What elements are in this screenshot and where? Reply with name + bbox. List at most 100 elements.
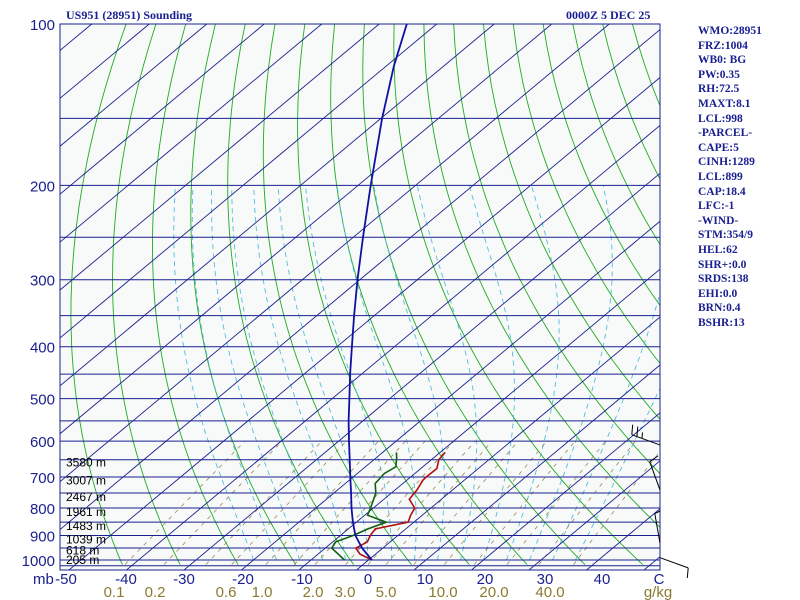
isotherm: [240, 220, 660, 570]
wind-barb: [659, 557, 689, 578]
isotherm: [60, 24, 265, 195]
stat-lfc: LFC:-1: [698, 200, 735, 213]
dry-adiabat: [453, 24, 660, 475]
stat-cap: CAP:18.4: [698, 185, 746, 198]
stat-parcel-lcl: LCL:899: [698, 170, 743, 183]
isotherm: [470, 412, 660, 570]
pressure-tick-label: 1000: [22, 553, 55, 570]
pressure-unit-label: mb: [33, 571, 54, 588]
mixing-ratio-line: [124, 440, 246, 565]
sounding-indices: WMO:28951 FRZ:1004 WB0: BG PW:0.35 RH:72…: [698, 24, 762, 330]
stat-parcel-heading: -PARCEL-: [698, 127, 753, 140]
wind-barb: [654, 510, 661, 544]
dry-adiabat: [112, 24, 181, 565]
pressure-tick-label: 900: [30, 528, 55, 545]
stat-wmo: WMO:28951: [698, 25, 762, 37]
isotherm: [60, 24, 207, 147]
mixing-ratio-label: 3.0: [335, 584, 356, 600]
temperature-tick-label: -30: [173, 571, 195, 588]
temperature-trace: [354, 451, 446, 561]
stat-lcl: LCL:998: [698, 112, 743, 125]
pressure-tick-label: 100: [30, 17, 55, 34]
isotherm: [413, 364, 660, 570]
mixing-ratio-line: [163, 440, 283, 565]
dry-adiabat: [297, 24, 470, 565]
pressure-tick-label: 400: [30, 340, 55, 357]
stat-rh: RH:72.5: [698, 83, 740, 96]
plot-grid: [60, 24, 800, 570]
moist-adiabat: [575, 387, 660, 561]
stat-maxt: MAXT:8.1: [698, 97, 751, 110]
temperature-tick-label: -10: [291, 571, 313, 588]
mixing-ratio-label: 1.0: [252, 584, 273, 600]
isotherm: [60, 24, 322, 243]
mixing-ratio-label: 40.0: [535, 584, 564, 600]
isotherm: [60, 28, 660, 531]
station-title: US951 (28951) Sounding: [66, 8, 193, 22]
temperature-tick-label: 0: [364, 571, 372, 588]
isotherm: [528, 460, 660, 570]
dry-adiabat: [227, 24, 355, 565]
dry-adiabat: [781, 24, 800, 565]
sounding-traces: [330, 24, 446, 561]
temperature-tick-label: -50: [55, 571, 77, 588]
isotherm: [355, 316, 660, 570]
temperature-tick-label: -40: [115, 571, 137, 588]
isotherm: [298, 268, 660, 570]
temperature-tick-label: 20: [477, 571, 494, 588]
isotherm: [60, 24, 437, 339]
temperature-tick-label: 30: [537, 571, 554, 588]
isotherm: [60, 24, 552, 435]
pressure-tick-label: 800: [30, 501, 55, 518]
height-label: 3007 m: [66, 473, 106, 487]
stat-shr: SHR+:0.0: [698, 258, 747, 271]
stat-pw: PW:0.35: [698, 68, 740, 81]
plot-background: [60, 24, 660, 570]
stat-brn: BRN:0.4: [698, 302, 741, 315]
stat-cape: CAPE:5: [698, 141, 739, 154]
temperature-tick-label: C: [654, 571, 665, 588]
isotherm: [68, 76, 660, 570]
dry-adiabat: [330, 24, 528, 565]
dry-adiabat: [70, 24, 127, 565]
dry-adiabat: [152, 24, 239, 565]
pressure-tick-label: 600: [30, 434, 55, 451]
mixing-ratio-label: g/kg: [644, 584, 672, 600]
stat-srds: SRDS:138: [698, 273, 749, 286]
dry-adiabat: [423, 24, 660, 528]
height-label: 2467 m: [66, 490, 106, 504]
height-label: 1961 m: [66, 505, 106, 519]
wind-barb: [631, 424, 661, 446]
mixing-ratio-label: 2.0: [303, 584, 324, 600]
isotherm: [125, 124, 660, 570]
stat-wb0: WB0: BG: [698, 54, 747, 67]
mixing-ratio-label: 0.6: [216, 584, 237, 600]
stat-hel: HEL:62: [698, 243, 738, 256]
temperature-tick-label: 10: [417, 571, 434, 588]
height-label: 1039 m: [66, 532, 106, 546]
stat-wind-heading: -WIND-: [698, 214, 739, 227]
height-label: 205 m: [66, 553, 99, 567]
isotherm: [60, 24, 380, 291]
temperature-tick-label: -20: [232, 571, 254, 588]
height-label: 618 m: [66, 543, 99, 557]
mixing-ratio-label: 5.0: [376, 584, 397, 600]
pressure-tick-label: 700: [30, 470, 55, 487]
pressure-tick-label: 300: [30, 273, 55, 290]
mixing-ratio-line: [265, 440, 379, 565]
isotherm: [183, 172, 660, 570]
wind-barbs: [631, 424, 689, 578]
mixing-ratio-line: [231, 440, 347, 565]
wind-barb: [649, 455, 661, 491]
isotherm: [60, 24, 495, 387]
mixing-ratio-line: [205, 440, 323, 565]
height-label: 1483 m: [66, 519, 106, 533]
dry-adiabat: [542, 24, 660, 307]
mixing-ratio-line: [293, 440, 406, 565]
temperature-tick-label: 40: [594, 571, 611, 588]
mixing-ratio-label: 10.0: [428, 584, 457, 600]
mixing-ratio-label: 20.0: [479, 584, 508, 600]
stat-cinh: CINH:1289: [698, 156, 755, 169]
valid-time: 0000Z 5 DEC 25: [566, 8, 651, 22]
